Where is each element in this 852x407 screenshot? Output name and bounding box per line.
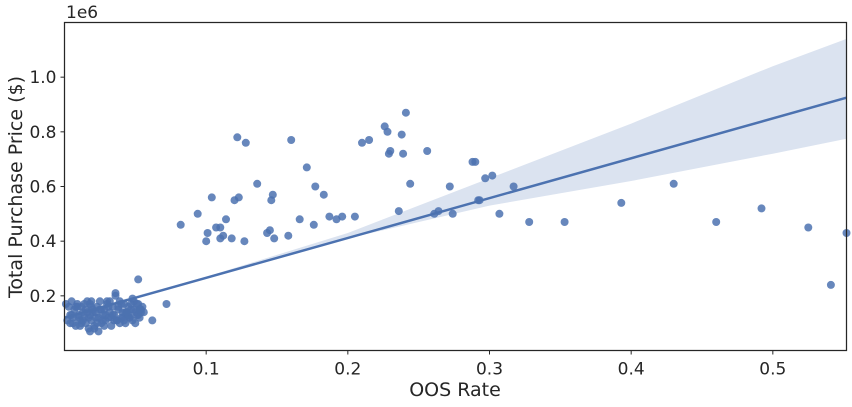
data-point [826,280,835,289]
y-tick-label: 0.6 [29,178,56,198]
data-point [712,218,721,226]
plot-frame [63,21,848,352]
data-point [399,149,408,158]
data-point [401,108,410,117]
data-point [525,218,534,226]
data-point [207,193,216,202]
data-point [216,223,225,232]
data-point [120,316,128,325]
data-point [386,147,395,155]
confidence-band [64,38,847,320]
data-point [265,226,274,235]
data-point [80,300,89,308]
data-point [284,231,293,240]
data-point [134,275,143,284]
data-point [253,179,262,188]
x-axis-ticks: 0.1 0.2 0.3 0.4 0.5 [193,350,786,380]
data-point [107,313,116,322]
data-point [222,215,230,224]
data-point [365,136,374,144]
x-tick-label: 0.4 [618,360,645,380]
y-tick-label: 0.4 [29,232,56,252]
data-point [338,212,347,221]
regression-line-layer [64,96,847,319]
data-point [311,182,320,191]
data-point [122,308,131,317]
data-point [481,174,490,183]
data-point [234,193,243,202]
data-point [350,212,359,221]
data-point [240,237,249,246]
data-point [309,220,318,229]
x-tick-label: 0.5 [759,360,786,380]
y-axis-label: Total Purchase Price ($) [5,76,27,299]
data-point [471,157,480,166]
data-point [176,220,185,229]
data-point [445,182,454,191]
data-point [81,319,90,328]
data-point [94,327,103,336]
data-point [91,313,100,322]
data-point [804,223,813,232]
data-point [87,297,96,306]
data-point [394,207,403,216]
data-point [669,179,678,188]
x-tick-label: 0.2 [334,360,361,380]
data-point [135,305,144,314]
data-point [219,231,228,240]
data-point [203,229,212,237]
data-point [757,204,766,213]
y-axis-ticks: 0.2 0.4 0.6 0.8 1.0 [29,68,65,307]
data-points-layer [61,108,851,336]
data-point [319,190,328,199]
data-point [131,319,140,328]
data-point [74,313,83,322]
data-point [111,289,120,298]
data-point [509,182,518,191]
data-point [397,130,406,139]
data-point [423,147,432,155]
data-point [233,133,242,142]
data-point [227,234,236,243]
data-point [448,209,457,218]
data-point [358,138,366,147]
data-point [495,209,504,218]
data-point [202,237,211,246]
data-point [162,300,171,308]
data-point [325,212,334,221]
data-point [560,218,569,226]
y-axis-offset-label: 1e6 [66,3,98,23]
data-point [617,198,626,207]
data-point [148,316,157,325]
data-point [270,234,279,243]
x-axis-label: OOS Rate [409,379,501,401]
data-point [73,302,82,311]
data-point [103,297,111,306]
data-point [287,136,296,144]
data-point [302,163,311,172]
data-point [383,127,392,136]
data-point [193,209,202,218]
data-point [488,171,497,180]
data-point [406,179,415,188]
y-tick-label: 1.0 [29,68,56,88]
data-point [95,297,104,306]
data-point [69,319,77,328]
data-point [295,215,304,224]
x-tick-label: 0.1 [193,360,220,380]
data-point [98,316,107,325]
x-tick-label: 0.3 [476,360,503,380]
y-tick-label: 0.8 [29,123,56,143]
data-point [241,138,250,147]
confidence-band-layer [64,38,847,320]
data-point [268,190,277,199]
y-tick-label: 0.2 [29,287,56,307]
regression-line [64,96,847,319]
